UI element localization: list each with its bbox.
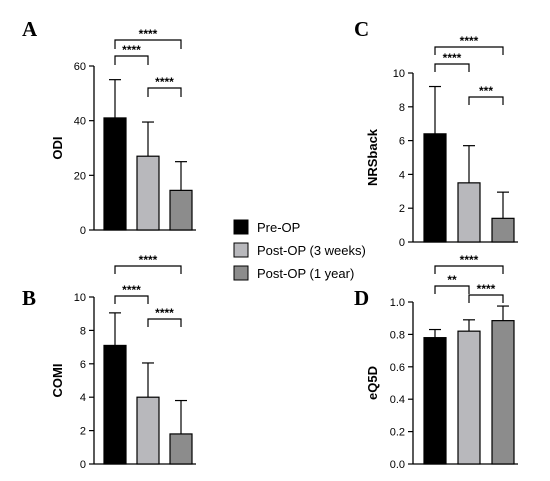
significance-bracket	[468, 294, 504, 303]
significance-bracket	[434, 63, 470, 72]
significance-bracket	[114, 39, 182, 49]
bar-a-2	[169, 189, 193, 231]
y-tick-label: 6	[80, 359, 86, 371]
panel-letter: B	[22, 286, 36, 310]
significance-label: ****	[122, 43, 141, 57]
bar-c-2	[491, 217, 515, 243]
panel-letter: C	[354, 17, 369, 41]
bar-b-1	[136, 396, 160, 465]
significance-bracket	[114, 295, 149, 304]
bar-a-1	[136, 155, 160, 231]
y-tick-label: 6	[399, 136, 405, 148]
significance-label: ****	[155, 75, 174, 89]
legend-swatch-2	[233, 265, 249, 281]
legend: Pre-OP Post-OP (3 weeks) Post-OP (1 year)	[233, 219, 366, 281]
y-axis-title: ODI	[50, 136, 65, 159]
y-tick-label: 2	[80, 426, 86, 438]
significance-label: ****	[155, 306, 174, 320]
significance-label: ****	[139, 27, 158, 41]
y-tick-label: 8	[80, 325, 86, 337]
bar-a-0	[103, 117, 127, 231]
significance-label: ***	[479, 84, 493, 98]
legend-swatch-0	[233, 219, 249, 235]
significance-label: ****	[460, 253, 479, 267]
significance-bracket	[434, 285, 470, 294]
y-tick-label: 10	[393, 68, 405, 80]
chart-panel-a: A 0 20 40 60 ODI **** **** ****	[22, 17, 196, 237]
y-tick-label: 2	[399, 203, 405, 215]
y-tick-label: 0.6	[390, 362, 405, 374]
y-tick-label: 60	[74, 61, 86, 73]
y-tick-label: 4	[80, 392, 86, 404]
y-tick-label: 0.4	[390, 394, 405, 406]
significance-label: ****	[443, 51, 462, 65]
y-tick-label: 0.0	[390, 459, 405, 471]
significance-label: **	[447, 273, 457, 287]
bar-b-0	[103, 344, 127, 465]
y-tick-label: 0	[80, 225, 86, 237]
y-tick-label: 20	[74, 170, 86, 182]
legend-swatch-1	[233, 242, 249, 258]
bar-c-1	[457, 182, 481, 243]
y-tick-label: 8	[399, 102, 405, 114]
y-axis-title: COMI	[50, 364, 65, 398]
significance-bracket	[114, 265, 182, 274]
y-tick-label: 4	[399, 169, 405, 181]
significance-bracket	[114, 55, 149, 65]
y-tick-label: 0	[80, 459, 86, 471]
y-axis-title: eQ5D	[365, 366, 380, 400]
bar-c-0	[423, 133, 447, 243]
significance-bracket	[434, 265, 504, 274]
y-tick-label: 40	[74, 116, 86, 128]
y-tick-label: 1.0	[390, 297, 405, 309]
y-tick-label: 0.2	[390, 427, 405, 439]
chart-panel-b: B 0 2 4 6 8 10 COMI **** **** ****	[22, 253, 196, 471]
bar-d-1	[457, 330, 481, 465]
panel-letter: D	[354, 286, 369, 310]
significance-label: ****	[122, 283, 141, 297]
significance-label: ****	[460, 34, 479, 48]
significance-label: ****	[477, 282, 496, 296]
bar-b-2	[169, 433, 193, 465]
y-tick-label: 0	[399, 237, 405, 249]
significance-bracket	[147, 87, 182, 97]
legend-label: Pre-OP	[257, 220, 300, 235]
y-axis-title: NRSback	[365, 128, 380, 186]
significance-bracket	[147, 318, 182, 327]
significance-label: ****	[139, 253, 158, 267]
legend-label: Post-OP (3 weeks)	[257, 243, 366, 258]
significance-bracket	[468, 96, 504, 105]
panel-letter: A	[22, 17, 38, 41]
bar-d-0	[423, 337, 447, 465]
bar-d-2	[491, 320, 515, 465]
y-tick-label: 10	[74, 292, 86, 304]
significance-bracket	[434, 46, 504, 55]
y-tick-label: 0.8	[390, 329, 405, 341]
legend-label: Post-OP (1 year)	[257, 266, 354, 281]
